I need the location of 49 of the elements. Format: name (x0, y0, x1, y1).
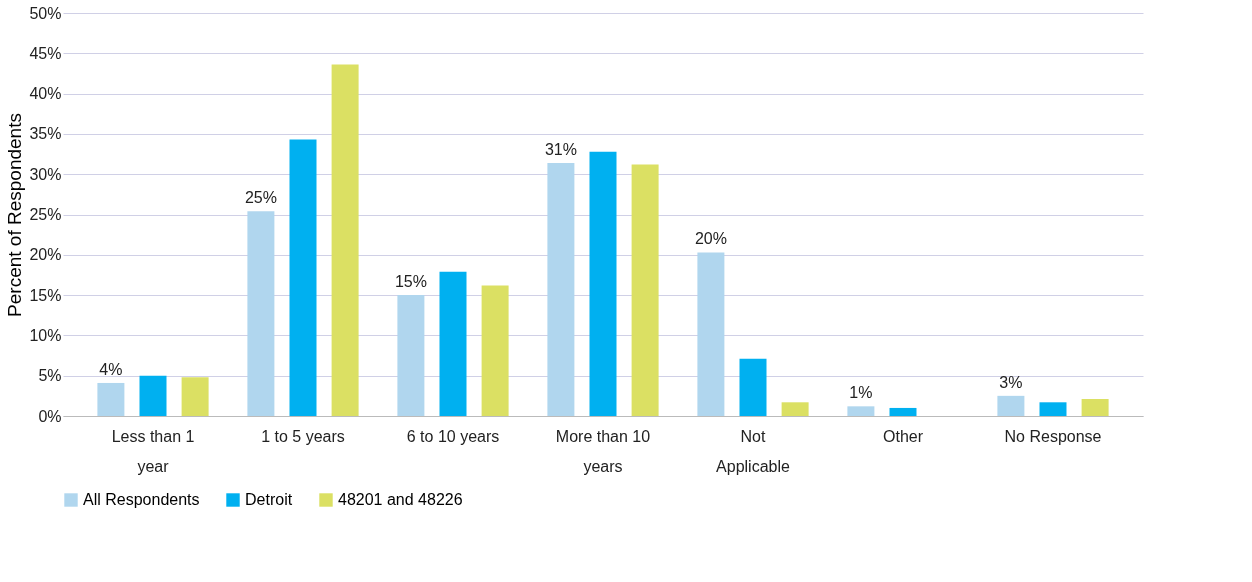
y-tick-label: 35% (29, 125, 62, 143)
y-tick-label: 15% (29, 286, 62, 304)
y-tick-label: 45% (29, 44, 62, 62)
bar (547, 162, 575, 416)
bar (1081, 399, 1109, 416)
bar (781, 402, 809, 416)
y-tick-label: 10% (29, 326, 62, 344)
bar (289, 139, 317, 416)
x-tick-label: Less than 1 year (111, 427, 195, 475)
y-tick-label: 40% (29, 85, 62, 103)
data-label: 15% (394, 273, 427, 291)
bar (331, 64, 359, 416)
bar (139, 375, 167, 416)
bar (481, 285, 509, 416)
bar (439, 271, 467, 416)
x-tick-label: No Response (1004, 427, 1102, 445)
data-label: 3% (999, 373, 1023, 391)
bar (889, 407, 917, 416)
x-tick-label: 1 to 5 years (261, 427, 345, 445)
data-label: 25% (244, 189, 277, 207)
y-tick-label: 5% (38, 367, 62, 385)
legend-label: Detroit (245, 491, 293, 508)
x-tick-label: Not Applicable (716, 427, 791, 475)
y-tick-label: 25% (29, 206, 62, 223)
data-label: 31% (544, 140, 577, 158)
y-axis-title: Percent of Respondents (4, 113, 26, 317)
bar (181, 377, 209, 416)
x-tick-label: Other (882, 427, 924, 445)
bar (847, 406, 875, 416)
data-label: 4% (99, 360, 123, 378)
bar (697, 252, 725, 416)
y-tick-label: 30% (29, 165, 62, 183)
y-tick-label: 20% (29, 246, 62, 264)
data-label: 1% (849, 384, 873, 402)
y-tick-label: 0% (38, 407, 62, 425)
bar (631, 164, 659, 416)
data-label: 20% (694, 230, 727, 248)
x-tick-label: More than 10 years (555, 427, 651, 475)
bar (739, 358, 767, 416)
bar (247, 211, 275, 416)
bar (97, 382, 125, 416)
bar (589, 151, 617, 416)
bar (397, 295, 425, 416)
bar (1039, 402, 1067, 416)
bar (997, 395, 1025, 416)
legend-label: 48201 and 48226 (338, 491, 463, 508)
y-tick-label: 50% (29, 4, 62, 22)
legend-label: All Respondents (83, 491, 200, 508)
x-tick-label: 6 to 10 years (406, 427, 500, 445)
